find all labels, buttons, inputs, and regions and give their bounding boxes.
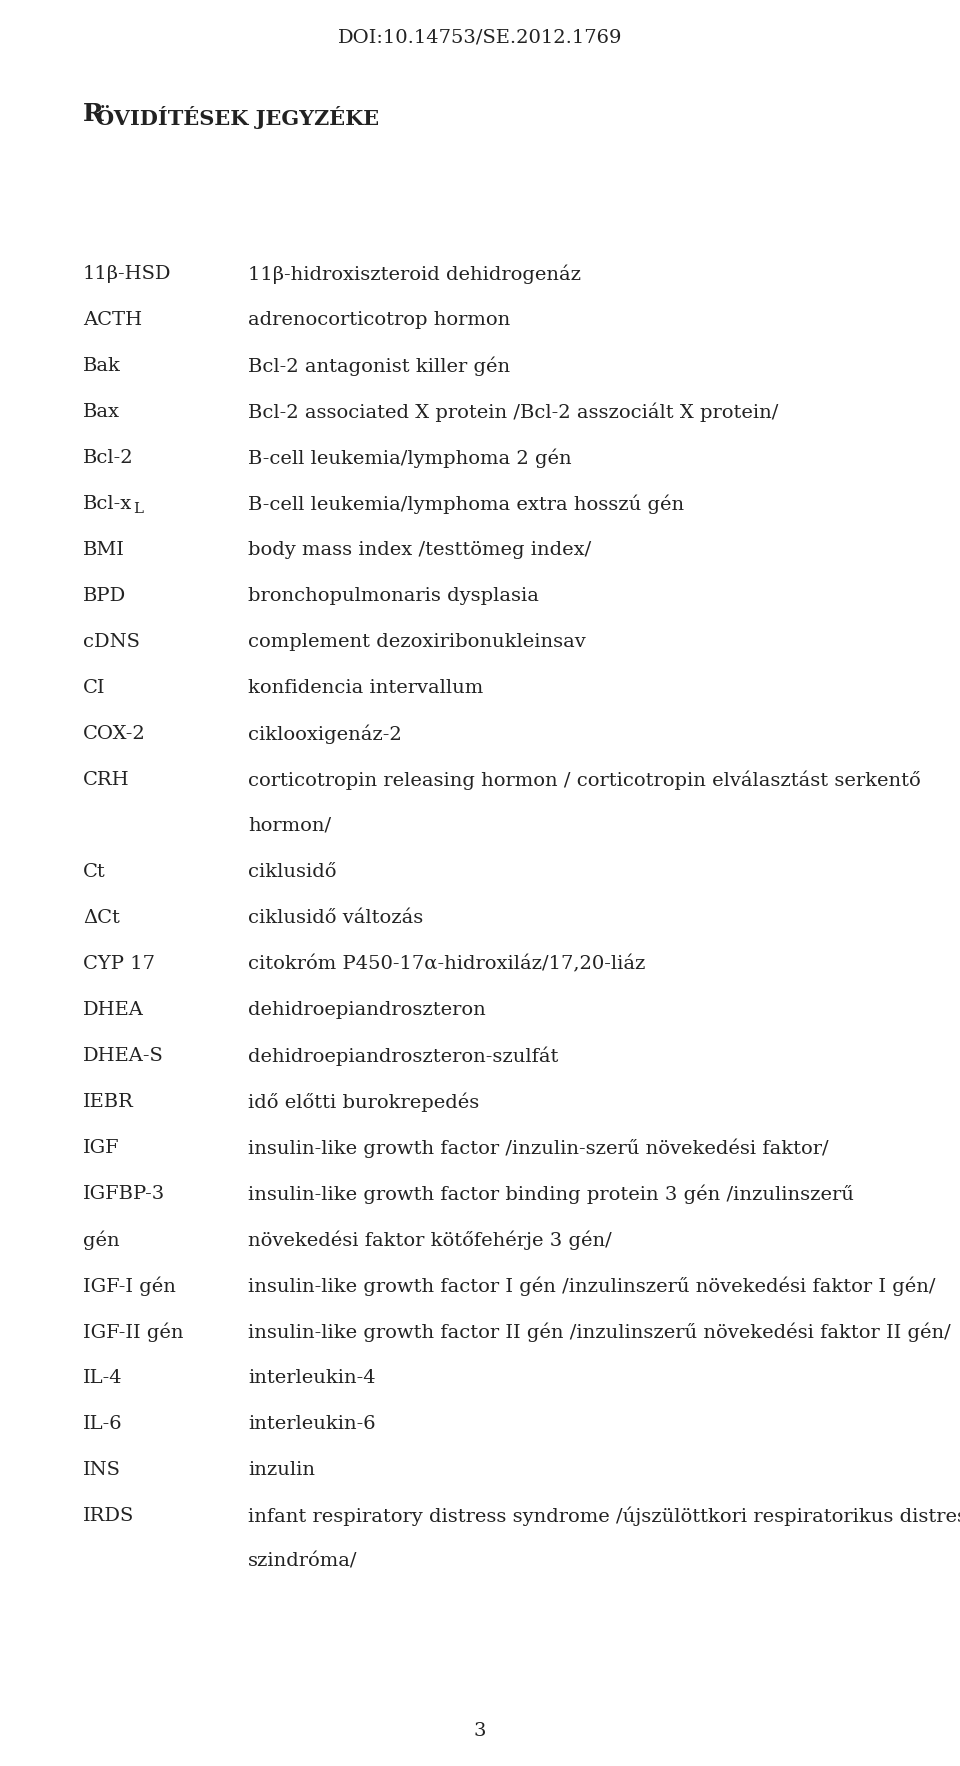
Text: BPD: BPD <box>83 586 127 606</box>
Text: insulin-like growth factor /inzulin-szerű növekedési faktor/: insulin-like growth factor /inzulin-szer… <box>248 1139 828 1158</box>
Text: dehidroepiandroszteron: dehidroepiandroszteron <box>248 1001 486 1019</box>
Text: L: L <box>133 502 143 516</box>
Text: Bak: Bak <box>83 357 121 374</box>
Text: IRDS: IRDS <box>83 1506 134 1526</box>
Text: DOI:10.14753/SE.2012.1769: DOI:10.14753/SE.2012.1769 <box>338 28 622 46</box>
Text: interleukin-4: interleukin-4 <box>248 1369 375 1386</box>
Text: növekedési faktor kötőfehérje 3 gén/: növekedési faktor kötőfehérje 3 gén/ <box>248 1231 612 1250</box>
Text: 3: 3 <box>473 1722 487 1740</box>
Text: IL-4: IL-4 <box>83 1369 123 1386</box>
Text: 11β-hidroxiszteroid dehidrogenáz: 11β-hidroxiszteroid dehidrogenáz <box>248 265 581 284</box>
Text: idő előtti burokrepedés: idő előtti burokrepedés <box>248 1093 479 1113</box>
Text: gén: gén <box>83 1231 120 1250</box>
Text: INS: INS <box>83 1460 121 1478</box>
Text: cDNS: cDNS <box>83 632 140 652</box>
Text: IGFBP-3: IGFBP-3 <box>83 1185 165 1203</box>
Text: insulin-like growth factor binding protein 3 gén /inzulinszerű: insulin-like growth factor binding prote… <box>248 1185 853 1204</box>
Text: IL-6: IL-6 <box>83 1415 123 1432</box>
Text: Bcl-2 antagonist killer gén: Bcl-2 antagonist killer gén <box>248 357 510 376</box>
Text: Ct: Ct <box>83 864 106 881</box>
Text: ciklusidő: ciklusidő <box>248 864 337 881</box>
Text: body mass index /testtömeg index/: body mass index /testtömeg index/ <box>248 540 591 560</box>
Text: ACTH: ACTH <box>83 311 142 328</box>
Text: corticotropin releasing hormon / corticotropin elválasztást serkentő: corticotropin releasing hormon / cortico… <box>248 772 921 791</box>
Text: Bcl-2: Bcl-2 <box>83 449 133 466</box>
Text: B-cell leukemia/lymphoma 2 gén: B-cell leukemia/lymphoma 2 gén <box>248 449 571 468</box>
Text: adrenocorticotrop hormon: adrenocorticotrop hormon <box>248 311 511 328</box>
Text: szindróma/: szindróma/ <box>248 1552 357 1572</box>
Text: CRH: CRH <box>83 772 130 789</box>
Text: dehidroepiandroszteron-szulfát: dehidroepiandroszteron-szulfát <box>248 1047 559 1067</box>
Text: CI: CI <box>83 678 106 698</box>
Text: CYP 17: CYP 17 <box>83 955 155 973</box>
Text: citokróm P450-17α-hidroxiláz/17,20-liáz: citokróm P450-17α-hidroxiláz/17,20-liáz <box>248 955 645 973</box>
Text: COX-2: COX-2 <box>83 726 146 743</box>
Text: IGF-II gén: IGF-II gén <box>83 1323 183 1342</box>
Text: Bcl-x: Bcl-x <box>83 494 132 512</box>
Text: DHEA-S: DHEA-S <box>83 1047 164 1065</box>
Text: interleukin-6: interleukin-6 <box>248 1415 375 1432</box>
Text: bronchopulmonaris dysplasia: bronchopulmonaris dysplasia <box>248 586 539 606</box>
Text: IGF: IGF <box>83 1139 120 1157</box>
Text: R: R <box>83 102 104 125</box>
Text: insulin-like growth factor I gén /inzulinszerű növekedési faktor I gén/: insulin-like growth factor I gén /inzuli… <box>248 1277 935 1296</box>
Text: DHEA: DHEA <box>83 1001 144 1019</box>
Text: insulin-like growth factor II gén /inzulinszerű növekedési faktor II gén/: insulin-like growth factor II gén /inzul… <box>248 1323 950 1342</box>
Text: IEBR: IEBR <box>83 1093 133 1111</box>
Text: complement dezoxiribonukleinsav: complement dezoxiribonukleinsav <box>248 632 586 652</box>
Text: ciklusidő változás: ciklusidő változás <box>248 909 423 927</box>
Text: konfidencia intervallum: konfidencia intervallum <box>248 678 483 698</box>
Text: Bcl-2 associated X protein /Bcl-2 asszociált X protein/: Bcl-2 associated X protein /Bcl-2 asszoc… <box>248 403 779 422</box>
Text: ΔCt: ΔCt <box>83 909 120 927</box>
Text: ÖVIDÍTÉSEK JEGYZÉKE: ÖVIDÍTÉSEK JEGYZÉKE <box>96 104 379 129</box>
Text: IGF-I gén: IGF-I gén <box>83 1277 176 1296</box>
Text: BMI: BMI <box>83 540 125 560</box>
Text: B-cell leukemia/lymphoma extra hosszú gén: B-cell leukemia/lymphoma extra hosszú gé… <box>248 494 684 514</box>
Text: Bax: Bax <box>83 403 120 420</box>
Text: ciklooxigenáz-2: ciklooxigenáz-2 <box>248 726 401 745</box>
Text: 11β-HSD: 11β-HSD <box>83 265 172 283</box>
Text: infant respiratory distress syndrome /újszülöttkori respiratorikus distress: infant respiratory distress syndrome /új… <box>248 1506 960 1526</box>
Text: inzulin: inzulin <box>248 1460 315 1478</box>
Text: hormon/: hormon/ <box>248 818 331 835</box>
